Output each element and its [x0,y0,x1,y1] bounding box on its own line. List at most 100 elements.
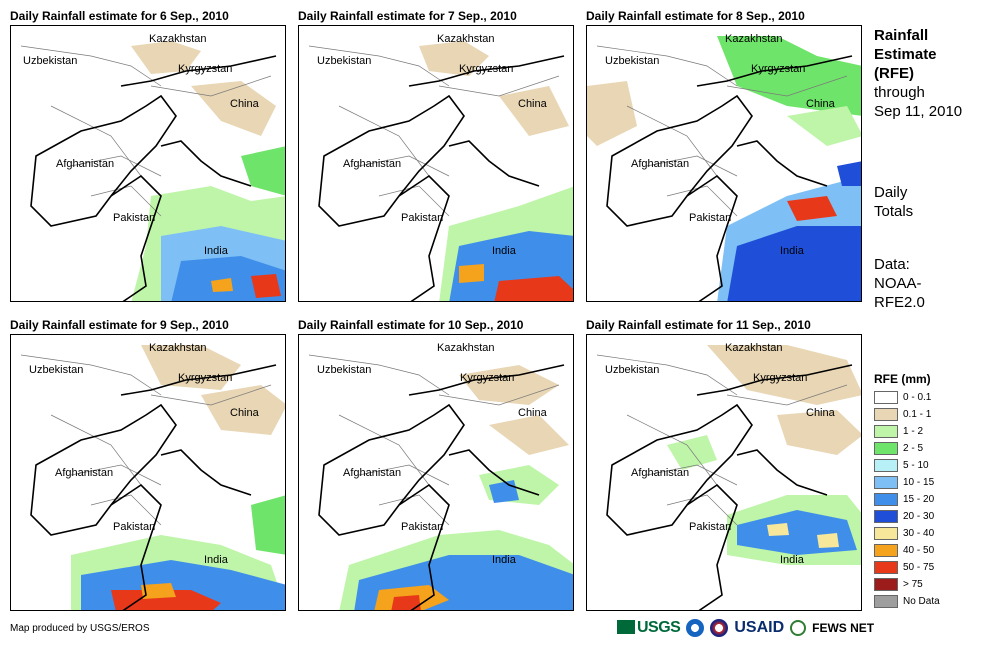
label-kazakhstan: Kazakhstan [437,342,495,354]
label-india: India [780,245,804,257]
rainfall-map: Kazakhstan Uzbekistan Kyrgyzstan China A… [298,25,574,302]
legend-swatch [874,476,898,489]
legend-label: 0 - 0.1 [903,392,932,403]
label-china: China [230,98,259,110]
country-borders [318,55,565,301]
province-borders [20,354,272,526]
label-india: India [492,245,516,257]
label-afghanistan: Afghanistan [56,158,115,170]
legend-item: > 75 [874,576,940,593]
rainfall-map: Kazakhstan Uzbekistan Kyrgyzstan China A… [298,334,574,611]
noaa-logo-icon [686,619,705,637]
legend-label: 20 - 30 [903,511,935,522]
legend-label: > 75 [903,579,923,590]
label-kazakhstan: Kazakhstan [725,342,783,354]
legend-item: 0 - 0.1 [874,389,940,406]
label-uzbekistan: Uzbekistan [29,364,84,376]
label-kazakhstan: Kazakhstan [437,33,495,45]
legend-item: 20 - 30 [874,508,940,525]
state-seal-icon [710,619,729,637]
label-china: China [230,407,259,419]
legend-item: 2 - 5 [874,440,940,457]
panel-title: Daily Rainfall estimate for 8 Sep., 2010 [586,9,805,23]
rainfall-fields [587,36,861,301]
label-china: China [806,98,835,110]
legend-label: 40 - 50 [903,545,935,556]
label-china: China [518,98,547,110]
label-uzbekistan: Uzbekistan [605,55,660,67]
label-kazakhstan: Kazakhstan [149,33,207,45]
province-borders [596,45,848,217]
label-uzbekistan: Uzbekistan [23,55,78,67]
label-afghanistan: Afghanistan [343,158,402,170]
rainfall-fields [419,41,573,301]
label-pakistan: Pakistan [689,521,732,533]
label-china: China [806,407,835,419]
usgs-logo: USGS [617,619,681,637]
usgs-mark-icon [617,620,635,634]
rainfall-fields [71,345,285,610]
label-kyrgyzstan: Kyrgyzstan [460,372,515,384]
label-afghanistan: Afghanistan [343,467,402,479]
legend-label: 30 - 40 [903,528,935,539]
legend-rows: 0 - 0.1 0.1 - 1 1 - 2 2 - 5 5 - 10 10 - 15 15 … [874,389,940,610]
label-afghanistan: Afghanistan [55,467,114,479]
legend-title: RFE (mm) [874,372,931,386]
legend-item: 10 - 15 [874,474,940,491]
usgs-logo-text: USGS [637,619,681,636]
rainfall-map: Kazakhstan Uzbekistan Kyrgyzstan China A… [586,25,862,302]
rainfall-map: Kazakhstan Uzbekistan Kyrgyzstan China A… [586,334,862,611]
fews-net-logo: FEWS NET [812,621,875,635]
country-borders [606,55,853,301]
label-kyrgyzstan: Kyrgyzstan [178,372,233,384]
province-borders [308,354,560,526]
title-line: Sep 11, 2010 [874,103,963,120]
note-line: Daily [874,184,908,201]
legend-label: 2 - 5 [903,443,924,454]
legend-swatch [874,425,898,438]
label-china: China [518,407,547,419]
rainfall-map-graphic [587,36,861,301]
legend-item: No Data [874,593,940,610]
legend-swatch [874,459,898,472]
label-kyrgyzstan: Kyrgyzstan [753,372,808,384]
panel-title: Daily Rainfall estimate for 9 Sep., 2010 [10,318,229,332]
figure-title: Rainfall Estimate (RFE) through Sep 11, … [874,26,962,121]
label-pakistan: Pakistan [401,521,444,533]
title-line: through [874,84,925,101]
legend-item: 40 - 50 [874,542,940,559]
label-uzbekistan: Uzbekistan [317,55,372,67]
legend-swatch [874,561,898,574]
rainfall-fields [667,345,861,565]
label-india: India [492,554,516,566]
note-line: Data: [874,256,910,273]
legend-label: No Data [903,596,940,607]
globe-icon [790,620,807,636]
province-borders [20,45,272,217]
country-borders [30,55,277,301]
legend-item: 50 - 75 [874,559,940,576]
legend-label: 10 - 15 [903,477,935,488]
panel-title: Daily Rainfall estimate for 6 Sep., 2010 [10,9,229,23]
label-india: India [780,554,804,566]
legend-swatch [874,595,898,608]
credit-text: Map produced by USGS/EROS [10,623,150,634]
legend: RFE (mm) 0 - 0.1 0.1 - 1 1 - 2 2 - 5 5 - 10 1… [874,372,940,610]
legend-swatch [874,493,898,506]
title-line: (RFE) [874,65,914,82]
legend-label: 15 - 20 [903,494,935,505]
legend-swatch [874,544,898,557]
legend-swatch [874,408,898,421]
label-afghanistan: Afghanistan [631,467,690,479]
label-uzbekistan: Uzbekistan [605,364,660,376]
rainfall-fields [339,365,573,610]
province-borders [308,45,560,217]
rainfall-map-graphic [20,41,285,301]
panel-title: Daily Rainfall estimate for 7 Sep., 2010 [298,9,517,23]
legend-swatch [874,391,898,404]
logo-strip: USGS USAID FEWS NET [617,619,874,637]
label-afghanistan: Afghanistan [631,158,690,170]
title-line: Estimate [874,46,937,63]
legend-swatch [874,578,898,591]
title-line: Rainfall [874,27,929,44]
